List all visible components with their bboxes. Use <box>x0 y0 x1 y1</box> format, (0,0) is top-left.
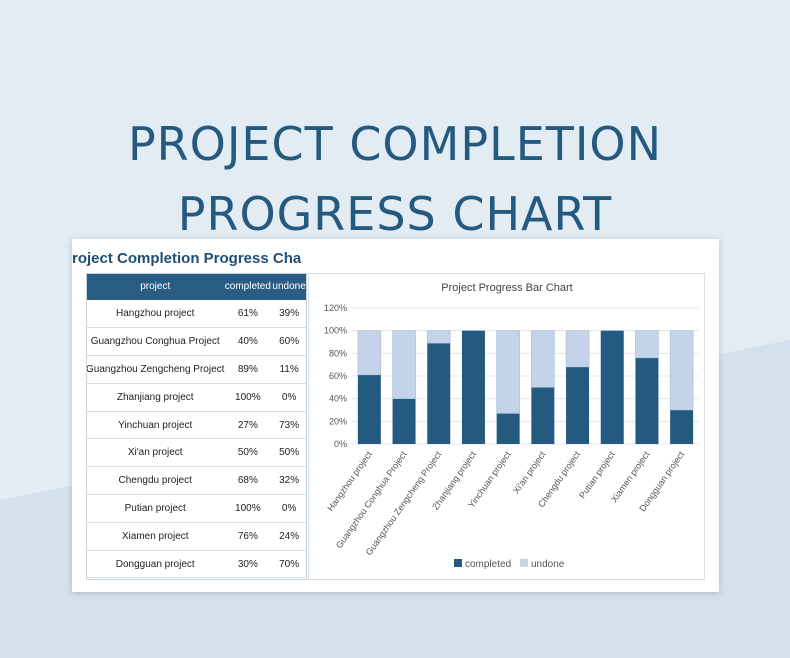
cell-undone[interactable]: 0% <box>271 494 307 523</box>
cell-completed[interactable]: 89% <box>224 355 272 384</box>
legend-swatch-undone <box>520 559 528 567</box>
bar-undone <box>565 330 590 368</box>
cell-project[interactable]: Hangzhou project <box>86 300 225 329</box>
cell-completed[interactable]: 68% <box>224 466 272 496</box>
y-tick-label: 100% <box>324 326 347 336</box>
sheet-title: roject Completion Progress Cha <box>72 250 312 267</box>
bar-completed <box>531 387 555 444</box>
table-row: Xiamen project 76% 24% <box>86 522 307 551</box>
chart-title: Project Progress Bar Chart <box>441 282 572 294</box>
y-tick-label: 0% <box>334 439 347 449</box>
bars <box>357 330 694 444</box>
bar-completed <box>427 343 451 444</box>
cell-undone[interactable]: 60% <box>271 327 307 357</box>
legend-label-completed: completed <box>465 559 511 570</box>
y-tick-label: 60% <box>329 371 347 381</box>
y-tick-label: 20% <box>329 416 347 426</box>
cell-project[interactable]: Chengdu project <box>86 466 225 496</box>
cell-project[interactable]: Dongguan project <box>86 550 225 579</box>
cell-completed[interactable]: 30% <box>224 550 272 579</box>
x-tick-label: Guangzhou Conghua Project <box>334 449 409 550</box>
spreadsheet-card: roject Completion Progress Cha project c… <box>72 239 719 592</box>
header-project[interactable]: project <box>140 281 171 292</box>
bar-completed <box>461 330 485 444</box>
cell-project[interactable]: Guangzhou Zengcheng Project <box>86 355 225 384</box>
table-header-row: project completed undone <box>86 273 307 300</box>
table-row: Guangzhou Zengcheng Project 89% 11% <box>86 355 307 384</box>
cell-completed[interactable]: 27% <box>224 411 272 440</box>
cell-project[interactable]: Xi'an project <box>86 438 225 468</box>
bar-undone <box>669 330 694 411</box>
cell-project[interactable]: Yinchuan project <box>86 411 225 440</box>
bar-undone <box>426 330 451 344</box>
bar-undone <box>357 330 382 376</box>
table-row: Putian project 100% 0% <box>86 494 307 523</box>
cell-project[interactable]: Guangzhou Conghua Project <box>86 327 225 357</box>
bar-completed <box>670 410 694 444</box>
legend-swatch-completed <box>454 559 462 567</box>
cell-completed[interactable]: 50% <box>224 438 272 468</box>
bar-undone <box>496 330 520 414</box>
bar-completed <box>566 366 590 444</box>
project-table: project completed undone Hangzhou projec… <box>86 273 307 579</box>
cell-undone[interactable]: 70% <box>271 550 307 579</box>
legend-label-undone: undone <box>531 559 565 570</box>
cell-undone[interactable]: 11% <box>271 355 307 384</box>
page-title-line-1: PROJECT COMPLETION <box>127 116 663 171</box>
x-tick-label: Putian project <box>577 449 617 500</box>
cell-undone[interactable]: 73% <box>271 411 307 440</box>
bar-undone <box>392 330 416 399</box>
y-tick-label: 40% <box>329 394 347 404</box>
stacked-bar-chart: Project Progress Bar Chart 0% 20% 40% 60% 80… <box>324 282 699 570</box>
bar-undone <box>531 330 555 388</box>
table-row: Hangzhou project 61% 39% <box>86 300 307 329</box>
cell-undone[interactable]: 0% <box>271 383 307 412</box>
bar-completed <box>357 374 381 444</box>
y-tick-label: 120% <box>324 303 347 313</box>
y-tick-label: 80% <box>329 348 347 358</box>
bar-completed <box>600 330 624 444</box>
cell-completed[interactable]: 76% <box>224 522 272 551</box>
cell-completed[interactable]: 100% <box>224 383 272 412</box>
cell-project[interactable]: Putian project <box>86 494 225 523</box>
cell-project[interactable]: Xiamen project <box>86 522 225 551</box>
cell-project[interactable]: Zhanjiang project <box>86 383 225 412</box>
table-row: Chengdu project 68% 32% <box>86 466 307 496</box>
bar-completed <box>496 413 520 444</box>
cell-completed[interactable]: 61% <box>224 300 272 329</box>
table-row: Xi'an project 50% 50% <box>86 438 307 468</box>
page-title: PROJECT COMPLETION PROGRESS CHART <box>0 109 790 249</box>
table-row: Zhanjiang project 100% 0% <box>86 383 307 412</box>
cell-undone[interactable]: 39% <box>271 300 307 329</box>
legend: completed undone <box>454 559 565 570</box>
page-title-line-2: PROGRESS CHART <box>177 186 613 241</box>
cell-undone[interactable]: 24% <box>271 522 307 551</box>
header-completed[interactable]: completed <box>224 281 271 292</box>
table-row: Guangzhou Conghua Project 40% 60% <box>86 327 307 357</box>
chart-area[interactable]: Project Progress Bar Chart 0% 20% 40% 60% 80… <box>308 273 705 580</box>
table-row: Dongguan project 30% 70% <box>86 550 307 579</box>
bar-completed <box>635 357 659 444</box>
cell-completed[interactable]: 40% <box>224 327 272 357</box>
cell-undone[interactable]: 50% <box>271 438 307 468</box>
bar-undone <box>635 330 659 359</box>
cell-completed[interactable]: 100% <box>224 494 272 523</box>
bar-completed <box>392 398 416 444</box>
table-row: Yinchuan project 27% 73% <box>86 411 307 440</box>
sheet-title-text: roject Completion Progress Cha <box>72 250 302 267</box>
header-undone[interactable]: undone <box>272 281 306 292</box>
x-tick-label: Xi'an project <box>511 449 548 495</box>
cell-undone[interactable]: 32% <box>271 466 307 496</box>
